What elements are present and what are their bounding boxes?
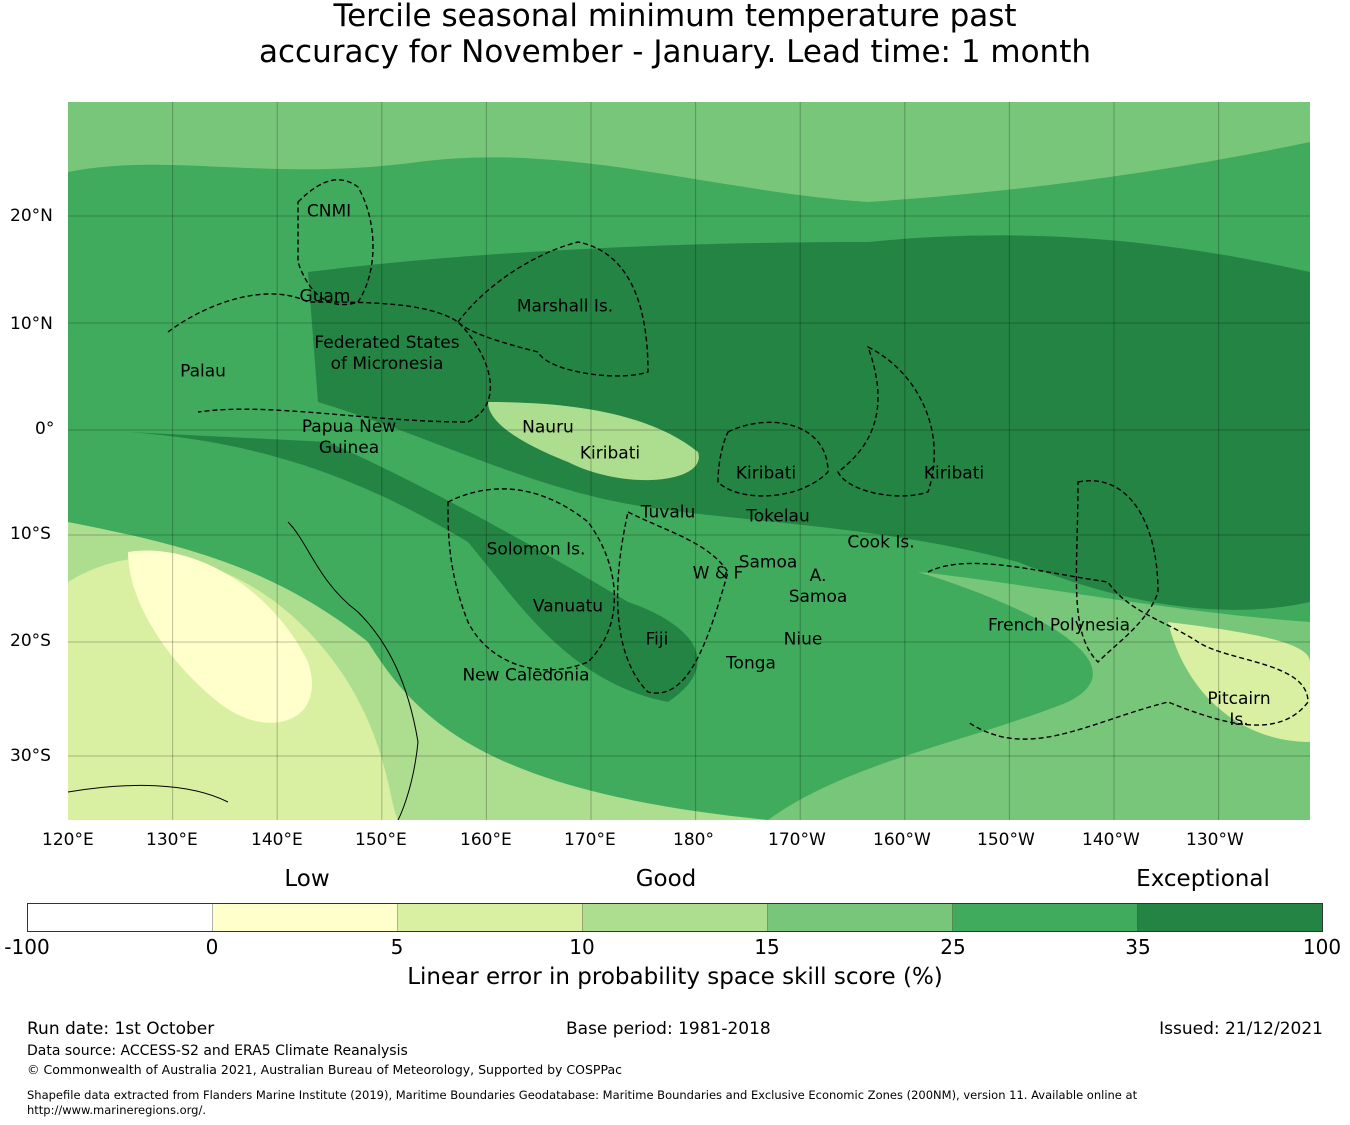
region-label-fiji: Fiji bbox=[645, 629, 669, 650]
region-label-niue: Niue bbox=[783, 629, 823, 650]
lat-tick: 10°S bbox=[10, 524, 51, 544]
lat-tick: 0° bbox=[35, 419, 55, 439]
field-aus-lightest bbox=[128, 550, 312, 723]
lon-tick: 140°E bbox=[251, 830, 303, 850]
region-label-marshall: Marshall Is. bbox=[516, 296, 614, 317]
copyright: © Commonwealth of Australia 2021, Austra… bbox=[27, 1062, 622, 1077]
region-label-american-samoa: A. Samoa bbox=[788, 566, 848, 607]
region-label-cnmi: CNMI bbox=[306, 201, 352, 222]
lon-tick: 170°E bbox=[564, 830, 616, 850]
legend-category-exceptional: Exceptional bbox=[1136, 866, 1270, 892]
region-label-kiribati-east: Kiribati bbox=[923, 463, 985, 484]
lon-tick: 150°W bbox=[977, 830, 1035, 850]
lat-tick: 10°N bbox=[10, 314, 53, 334]
lat-tick: 20°N bbox=[10, 206, 53, 226]
lat-tick: 30°S bbox=[10, 746, 51, 766]
colorbar bbox=[27, 903, 1323, 932]
region-label-palau: Palau bbox=[180, 361, 226, 382]
region-label-pitcairn: Pitcairn Is. bbox=[1207, 689, 1271, 730]
colorbar-tick: 10 bbox=[569, 935, 595, 959]
colorbar-bin bbox=[583, 904, 768, 931]
chart-title-line2: accuracy for November - January. Lead ti… bbox=[258, 34, 1092, 70]
colorbar-tick: 25 bbox=[940, 935, 966, 959]
colorbar-label: Linear error in probability space skill … bbox=[407, 964, 943, 990]
graticule bbox=[68, 102, 1310, 820]
region-label-guam: Guam bbox=[299, 286, 351, 307]
region-label-tonga: Tonga bbox=[726, 653, 776, 674]
shapefile-credit: Shapefile data extracted from Flanders M… bbox=[27, 1088, 1138, 1102]
lon-tick: 180° bbox=[673, 830, 714, 850]
lat-tick: 20°S bbox=[10, 631, 51, 651]
base-period: Base period: 1981-2018 bbox=[566, 1019, 771, 1039]
eez-boundaries bbox=[167, 179, 1309, 740]
australia-coastline bbox=[67, 521, 419, 821]
region-label-fsm: Federated States of Micronesia bbox=[314, 333, 460, 374]
chart-title-line1: Tercile seasonal minimum temperature pas… bbox=[333, 0, 1017, 34]
region-label-cook-islands: Cook Is. bbox=[847, 532, 915, 553]
run-date: Run date: 1st October bbox=[27, 1019, 215, 1039]
region-label-new-caledonia: New Caledonia bbox=[462, 665, 590, 686]
lon-tick: 130°W bbox=[1186, 830, 1244, 850]
colorbar-tick: 5 bbox=[390, 935, 404, 959]
colorbar-bin bbox=[213, 904, 398, 931]
colorbar-tick: 15 bbox=[754, 935, 780, 959]
region-label-kiribati-central: Kiribati bbox=[735, 463, 797, 484]
lon-tick: 170°W bbox=[768, 830, 826, 850]
region-label-tokelau: Tokelau bbox=[746, 506, 810, 527]
field-eq-light bbox=[488, 402, 699, 481]
legend-category-good: Good bbox=[635, 866, 697, 892]
legend-category-low: Low bbox=[284, 866, 330, 892]
lon-tick: 120°E bbox=[42, 830, 94, 850]
lon-tick: 130°E bbox=[146, 830, 198, 850]
region-label-samoa: Samoa bbox=[738, 552, 798, 573]
lon-tick: 140°W bbox=[1082, 830, 1140, 850]
region-label-french-polynesia: French Polynesia bbox=[988, 615, 1130, 636]
lon-tick: 160°E bbox=[460, 830, 512, 850]
region-label-tuvalu: Tuvalu bbox=[640, 502, 696, 523]
skill-score-map: CNMI Guam Marshall Is. Federated States … bbox=[67, 102, 1310, 821]
colorbar-bin bbox=[28, 904, 213, 931]
region-label-png: Papua New Guinea bbox=[301, 417, 397, 458]
colorbar-tick: 100 bbox=[1302, 935, 1342, 959]
colorbar-tick: 35 bbox=[1125, 935, 1151, 959]
field-north-light bbox=[68, 102, 1310, 202]
colorbar-bin bbox=[398, 904, 583, 931]
region-label-kiribati-west: Kiribati bbox=[579, 443, 641, 464]
data-source: Data source: ACCESS-S2 and ERA5 Climate … bbox=[27, 1043, 408, 1059]
colorbar-bin bbox=[1138, 904, 1322, 931]
colorbar-tick: -100 bbox=[4, 935, 50, 959]
region-label-nauru: Nauru bbox=[522, 417, 574, 438]
map-field bbox=[67, 102, 1310, 821]
field-pitcairn-light bbox=[1168, 622, 1310, 742]
region-label-vanuatu: Vanuatu bbox=[532, 596, 604, 617]
field-dark-band bbox=[308, 235, 1310, 610]
colorbar-tick: 0 bbox=[205, 935, 219, 959]
issued-date: Issued: 21/12/2021 bbox=[1159, 1019, 1323, 1039]
marineregions-link[interactable]: http://www.marineregions.org/. bbox=[27, 1103, 206, 1117]
lon-tick: 150°E bbox=[355, 830, 407, 850]
region-label-wallis-futuna: W & F bbox=[692, 563, 744, 584]
lon-tick: 160°W bbox=[873, 830, 931, 850]
colorbar-bin bbox=[953, 904, 1138, 931]
colorbar-bin bbox=[768, 904, 953, 931]
field-dark-band-2 bbox=[128, 432, 698, 702]
region-label-solomon: Solomon Is. bbox=[486, 539, 586, 560]
